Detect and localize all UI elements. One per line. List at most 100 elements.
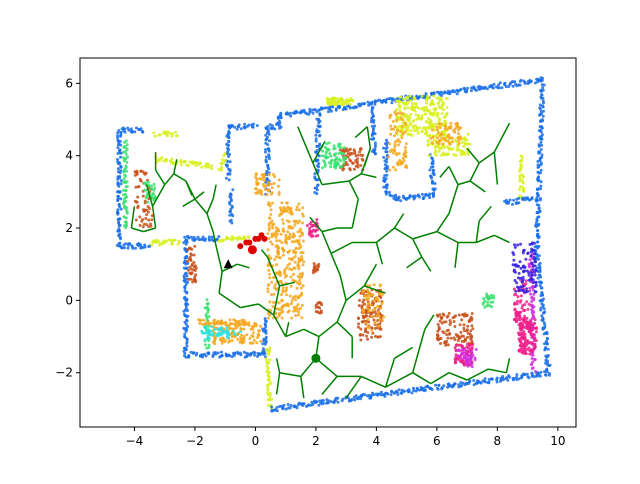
tree-edge	[312, 140, 326, 164]
furniture-point	[389, 124, 393, 128]
wall-point	[284, 407, 288, 411]
furniture-point	[317, 311, 321, 315]
wall-point	[311, 111, 315, 115]
wall-point	[185, 298, 189, 302]
furniture-point	[134, 218, 138, 222]
furniture-point	[213, 337, 217, 340]
furniture-point	[438, 139, 442, 143]
furniture-point	[145, 223, 149, 227]
wall-point	[264, 357, 268, 361]
furniture-point	[434, 153, 438, 157]
furniture-point	[316, 228, 320, 232]
wall-point	[185, 344, 189, 348]
wall-point	[341, 108, 345, 112]
wall-point	[378, 98, 381, 102]
furniture-point	[442, 108, 445, 112]
wall-point	[382, 185, 386, 189]
furniture-point	[428, 109, 431, 113]
furniture-point	[457, 336, 461, 340]
tree-edge	[212, 184, 217, 200]
wall-point	[317, 108, 321, 112]
furniture-point	[267, 254, 271, 258]
furniture-point	[525, 327, 529, 330]
wall-point	[122, 177, 126, 181]
wall-point	[547, 372, 551, 375]
furniture-point	[190, 262, 194, 266]
wall-point	[399, 199, 403, 203]
furniture-point	[214, 321, 218, 325]
furniture-point	[193, 269, 197, 272]
furniture-point	[443, 137, 447, 141]
furniture-point	[418, 126, 422, 130]
furniture-point	[456, 343, 460, 347]
wall-point	[191, 351, 195, 355]
furniture-point	[265, 193, 269, 197]
furniture-point	[221, 336, 225, 340]
furniture-point	[370, 328, 374, 332]
furniture-point	[298, 234, 302, 238]
furniture-point	[398, 95, 402, 99]
furniture-point	[255, 180, 258, 184]
furniture-point	[371, 293, 375, 297]
furniture-point	[357, 304, 361, 308]
furniture-point	[334, 166, 338, 170]
wall-point	[207, 352, 211, 356]
furniture-point	[228, 326, 232, 330]
wall-point	[115, 211, 119, 215]
furniture-point	[467, 362, 470, 366]
furniture-point	[453, 325, 457, 328]
wall-point	[542, 307, 546, 311]
furniture-point	[277, 301, 281, 305]
furniture-point	[443, 124, 447, 128]
wall-point	[223, 152, 227, 156]
furniture-point	[354, 159, 358, 162]
wall-point	[478, 380, 482, 384]
furniture-point	[359, 164, 363, 167]
furniture-point	[528, 242, 532, 246]
tree-edge	[421, 256, 432, 272]
furniture-point	[342, 167, 346, 171]
furniture-point	[395, 128, 399, 132]
furniture-point	[336, 101, 340, 105]
furniture-point	[135, 169, 139, 173]
furniture-point	[272, 292, 276, 296]
furniture-point	[430, 141, 434, 145]
wall-point	[227, 140, 231, 144]
wall-point	[124, 164, 128, 168]
wall-point	[318, 134, 321, 138]
wall-point	[224, 176, 228, 180]
furniture-point	[337, 151, 341, 155]
tree-edge	[493, 152, 499, 185]
furniture-point	[426, 143, 430, 147]
furniture-point	[491, 300, 495, 304]
furniture-point	[457, 348, 461, 352]
furniture-point	[437, 122, 441, 126]
furniture-point	[342, 162, 346, 165]
furniture-point	[417, 116, 421, 119]
wall-point	[430, 156, 434, 160]
furniture-point	[267, 283, 271, 287]
wall-point	[116, 157, 120, 161]
furniture-point	[398, 104, 402, 108]
wall-point	[116, 177, 120, 181]
wall-point	[538, 135, 542, 139]
wall-point	[495, 378, 499, 382]
wall-point	[442, 384, 446, 388]
furniture-point	[240, 333, 243, 337]
furniture-point	[252, 331, 255, 335]
furniture-point	[272, 182, 276, 185]
wall-point	[535, 187, 539, 191]
wall-point	[539, 180, 543, 184]
wall-point	[430, 388, 434, 391]
tree-edge	[131, 227, 144, 233]
furniture-point	[145, 213, 149, 217]
wall-point	[220, 158, 224, 162]
furniture-point	[299, 251, 303, 255]
wall-point	[226, 143, 230, 147]
furniture-point	[460, 348, 464, 352]
wall-point	[277, 119, 281, 123]
furniture-point	[397, 99, 401, 103]
tree-edge	[297, 126, 305, 142]
plot-content	[115, 76, 552, 413]
furniture-point	[223, 338, 227, 342]
